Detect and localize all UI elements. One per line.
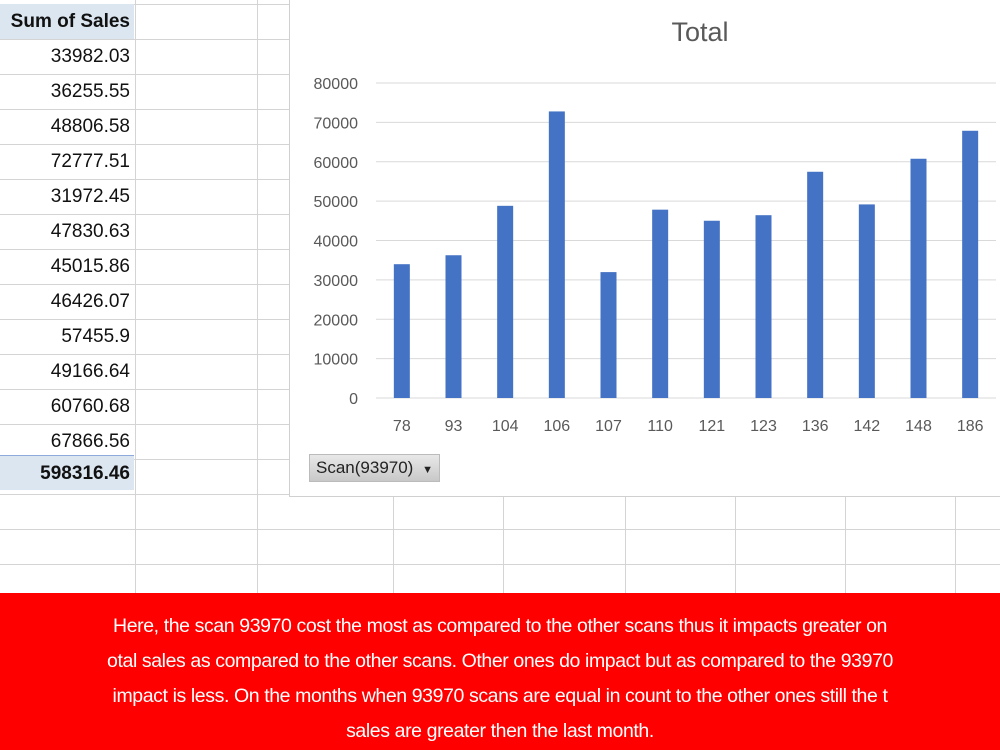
bar[interactable] bbox=[497, 205, 514, 398]
bar[interactable] bbox=[962, 130, 979, 398]
banner-line: Here, the scan 93970 cost the most as co… bbox=[113, 615, 887, 637]
bar[interactable] bbox=[807, 171, 824, 398]
commentary-banner: Here, the scan 93970 cost the most as co… bbox=[0, 593, 1000, 750]
sales-value-cell[interactable]: 36255.55 bbox=[50, 81, 130, 102]
x-tick-label: 107 bbox=[595, 418, 622, 435]
y-tick-label: 50000 bbox=[314, 194, 359, 211]
bar[interactable] bbox=[755, 215, 772, 398]
bar[interactable] bbox=[548, 111, 565, 399]
dropdown-arrow-icon: ▼ bbox=[422, 464, 433, 476]
sales-value-cell[interactable]: 31972.45 bbox=[50, 186, 130, 207]
bar[interactable] bbox=[393, 264, 410, 398]
chart-plot: 0 10000 20000 30000 40000 50000 60000 70000 8000… bbox=[314, 76, 996, 435]
x-tick-label: 136 bbox=[802, 418, 829, 435]
bar[interactable] bbox=[910, 158, 927, 398]
x-tick-label: 186 bbox=[957, 418, 984, 435]
sales-value-cell[interactable]: 60760.68 bbox=[50, 396, 130, 417]
sales-value-cell[interactable]: 45015.86 bbox=[50, 256, 130, 277]
sales-value-cell[interactable]: 33982.03 bbox=[50, 46, 130, 67]
scan-filter-button[interactable]: Scan(93970) ▼ bbox=[309, 454, 440, 482]
y-tick-label: 70000 bbox=[314, 115, 359, 132]
pivot-chart[interactable]: Total 0 10000 20000 30000 40000 50000 60000 700… bbox=[289, 0, 1000, 497]
row-gridline bbox=[0, 564, 1000, 565]
sales-value-cell[interactable]: 46426.07 bbox=[50, 291, 130, 312]
bar[interactable] bbox=[652, 209, 669, 398]
y-tick-label: 0 bbox=[349, 391, 358, 408]
y-tick-label: 20000 bbox=[314, 312, 359, 329]
sales-value-cell[interactable]: 57455.9 bbox=[61, 326, 130, 347]
x-tick-label: 104 bbox=[492, 418, 519, 435]
column-gridline bbox=[135, 0, 136, 593]
grand-total[interactable]: 598316.46 bbox=[0, 455, 134, 490]
sales-value-cell[interactable]: 48806.58 bbox=[50, 116, 130, 137]
sales-value-cell[interactable]: 49166.64 bbox=[50, 361, 130, 382]
x-tick-label: 106 bbox=[543, 418, 570, 435]
x-tick-label: 123 bbox=[750, 418, 777, 435]
bar[interactable] bbox=[600, 272, 617, 398]
banner-line: impact is less. On the months when 93970… bbox=[112, 685, 888, 707]
y-tick-label: 10000 bbox=[314, 352, 359, 369]
x-tick-label: 93 bbox=[445, 418, 463, 435]
x-tick-label: 148 bbox=[905, 418, 932, 435]
bar[interactable] bbox=[858, 204, 875, 398]
y-tick-label: 40000 bbox=[314, 234, 359, 251]
y-tick-label: 60000 bbox=[314, 155, 359, 172]
bar[interactable] bbox=[445, 255, 462, 398]
x-tick-label: 78 bbox=[393, 418, 411, 435]
banner-line: otal sales as compared to the other scan… bbox=[107, 650, 893, 672]
bar[interactable] bbox=[703, 220, 720, 398]
filter-label: Scan(93970) bbox=[316, 458, 414, 477]
y-tick-label: 30000 bbox=[314, 273, 359, 290]
sales-value-cell[interactable]: 67866.56 bbox=[50, 431, 130, 452]
sales-value-cell[interactable]: 47830.63 bbox=[50, 221, 130, 242]
column-gridline bbox=[257, 0, 258, 593]
chart-title: Total bbox=[671, 17, 729, 47]
y-tick-label: 80000 bbox=[314, 76, 359, 93]
header-sum-of-sales[interactable]: Sum of Sales bbox=[0, 4, 134, 39]
x-tick-label: 142 bbox=[853, 418, 880, 435]
sales-value-cell[interactable]: 72777.51 bbox=[50, 151, 130, 172]
row-gridline bbox=[0, 529, 1000, 530]
banner-line: sales are greater then the last month. bbox=[346, 720, 654, 742]
x-tick-label: 121 bbox=[698, 418, 725, 435]
x-tick-label: 110 bbox=[647, 418, 673, 435]
